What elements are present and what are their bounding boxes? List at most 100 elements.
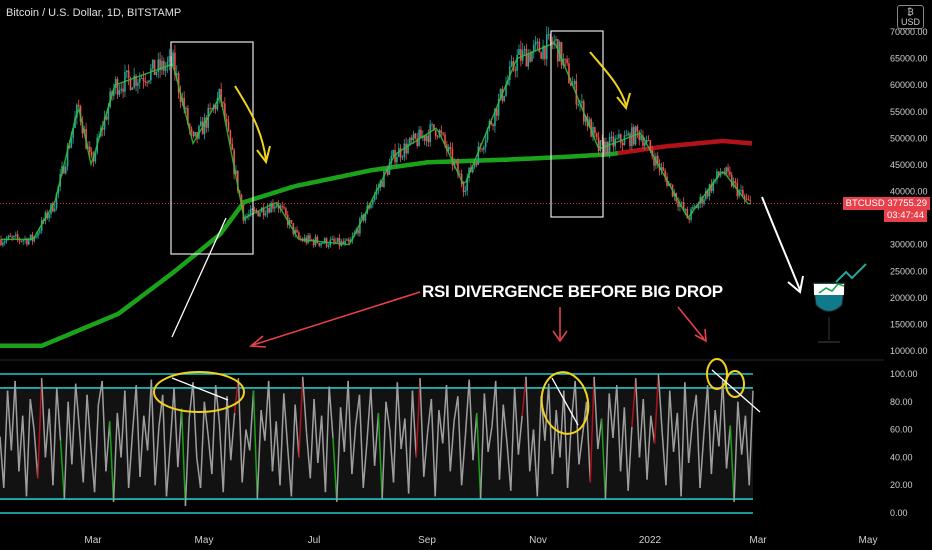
candle-body [390,156,393,164]
candle-body [477,146,480,165]
divergence-circle [706,358,728,390]
candle-body [63,166,65,174]
candle-body [599,140,602,151]
price-axis-tick: 15000.00 [890,319,928,329]
candle-body [490,121,493,125]
rsi-segment [0,436,5,489]
candle-body [327,245,330,247]
rsi-segment [725,425,732,469]
candle-body [33,236,36,242]
candle-body [710,184,713,191]
candle-body [161,60,163,71]
rsi-segment [21,415,28,497]
candle-body [527,53,530,67]
candle-body [449,146,452,149]
candle-body [638,131,641,140]
rsi-segment [559,390,565,458]
rsi-segment [665,390,671,486]
candle-body [203,117,206,135]
candle-body [460,173,463,185]
candle-body [423,135,426,141]
candle-body [640,135,642,140]
candle-body [727,167,729,172]
candle-body [462,184,465,192]
rsi-segment [158,394,164,427]
rsi-segment [510,387,516,491]
rsi-segment [631,378,637,427]
red-arrow [677,306,705,340]
candle-body [274,206,276,209]
candle-body [175,73,178,75]
rsi-segment [241,429,247,483]
rsi-segment [169,387,175,444]
last-price: 37755.29 [887,198,927,209]
candle-body [551,41,554,45]
candle-body [688,218,690,220]
rsi-segment [529,429,535,472]
candle-body [157,59,160,73]
candle-body [544,45,546,60]
candle-body [555,39,557,41]
rsi-segment [392,382,399,483]
candle-body [410,137,413,141]
candle-body [364,213,367,221]
candle-body [745,198,748,200]
candle-body [434,130,437,137]
candle-body [285,208,287,215]
candle-body [11,236,13,238]
candle-body [647,140,650,142]
rsi-segment [63,401,69,500]
rsi-segment [173,387,179,468]
candle-body [425,135,428,141]
rsi-segment [710,410,716,475]
rsi-axis-tick: 20.00 [890,480,913,490]
rsi-segment [305,432,312,479]
divergence-line [551,377,579,426]
candle-body [503,95,505,102]
candle-body [629,133,631,147]
ticker-label: BTCUSD [845,198,885,209]
rsi-segment [127,433,134,489]
candle-body [126,70,128,73]
rsi-segment [404,418,410,494]
candle-body [172,52,174,67]
rsi-segment [687,421,694,464]
rsi-segment [476,412,482,500]
candle-body [188,124,191,129]
candle-body [77,104,80,107]
candle-body [716,171,718,180]
rsi-segment [676,412,682,497]
rsi-segment [453,396,459,422]
rsi-segment [487,426,493,452]
currency-label: USD [900,17,920,27]
rsi-segment [256,410,262,500]
candle-body [385,169,387,171]
candle-body [749,200,752,202]
white-arrow [761,196,801,291]
white-trend-line [171,217,227,338]
candle-body [697,203,700,209]
rsi-segment [729,425,735,502]
candle-body [146,82,148,84]
candle-body [686,209,689,219]
candle-body [747,199,750,201]
currency-badge[interactable]: ₿ USD [896,5,924,29]
wine-glass-icon [812,263,867,343]
candle-body [664,170,666,177]
candle-body [416,138,419,146]
candle-body [244,217,246,221]
rsi-segment [684,382,690,463]
candle-body [429,124,431,143]
candle-body [718,171,720,176]
rsi-segment [744,415,750,486]
candle-body [64,166,67,174]
price-axis-tick: 70000.00 [890,27,928,37]
candle-body [612,136,615,147]
rsi-segment [672,412,679,452]
candle-body [323,238,326,243]
candle-body [396,157,398,163]
red-arrow [252,291,421,346]
candle-body [442,133,444,135]
candle-body [619,134,622,143]
